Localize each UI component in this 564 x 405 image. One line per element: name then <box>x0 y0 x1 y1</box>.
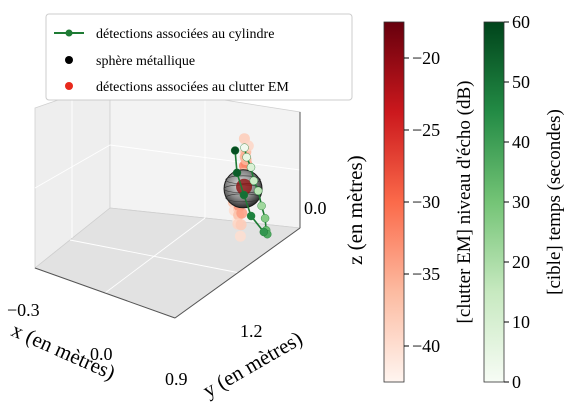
x-tick-label-2: 0.0 <box>90 344 113 364</box>
colorbar-time-gradient <box>483 21 505 383</box>
y-axis-line <box>174 227 301 319</box>
colorbar-time-tick-label-5: 10 <box>512 312 530 332</box>
colorbar-time-tick-label-2: 40 <box>512 132 530 152</box>
cylinder-point-13 <box>230 146 240 155</box>
legend-label-cylinder: détections associées au cylindre <box>96 27 274 42</box>
colorbar-clutter-tick-label-3: −35 <box>412 264 440 284</box>
colorbar-clutter-tick-label-4: −40 <box>412 336 440 356</box>
grid-lines <box>34 95 301 294</box>
z-axis-label: z (en mètres) <box>343 155 367 265</box>
cylinder-point-3 <box>249 176 259 186</box>
cylinder-point-5 <box>257 201 266 211</box>
colorbar-clutter: −20 −25 −30 −35 −40 [clutter EM] niveau d'éc… <box>383 21 475 383</box>
legend-cylinder-marker <box>65 29 73 37</box>
clutter-point-28 <box>234 230 246 242</box>
colorbar-clutter-tick-label-2: −30 <box>412 192 440 212</box>
cylinder-point-11 <box>239 190 249 200</box>
legend-label-clutter: détections associées au clutter EM <box>96 80 289 95</box>
cylinder-point-1 <box>242 152 251 162</box>
colorbar-time-tick-label-4: 20 <box>512 252 530 272</box>
colorbar-time-tick-label-3: 30 <box>512 192 530 212</box>
colorbar-time-tick-label-0: 60 <box>512 12 530 32</box>
colorbar-clutter-tick-label-0: −20 <box>412 48 440 68</box>
cylinder-point-10 <box>246 211 256 221</box>
colorbar-time-tick-label-6: 0 <box>512 372 521 392</box>
colorbar-time: 60 50 40 30 20 10 0 [cible] temps (secondes) <box>483 12 564 392</box>
colorbar-clutter-tick-label-1: −25 <box>412 120 440 140</box>
colorbar-clutter-label: [clutter EM] niveau d'écho (dB) <box>454 81 475 324</box>
legend: détections associées au cylindre sphère … <box>45 13 353 101</box>
colorbar-time-tick-label-1: 50 <box>512 72 530 92</box>
cylinder-point-9 <box>259 227 268 237</box>
x-tick-label-1: −0.3 <box>7 300 40 320</box>
cylinder-point-12 <box>232 168 242 178</box>
cylinder-point-6 <box>260 214 270 223</box>
y-tick-label-1: 1.2 <box>240 321 263 341</box>
legend-box <box>45 13 353 101</box>
cylinder-point-0 <box>240 143 249 152</box>
clutter-point-26 <box>236 207 248 219</box>
cylinder-series <box>230 143 272 239</box>
legend-clutter-marker <box>65 82 73 90</box>
y-tick-label-2: 0.9 <box>165 369 188 389</box>
colorbar-time-label: [cible] temps (secondes) <box>544 109 564 295</box>
z-tick-label-1: 0.0 <box>304 198 327 218</box>
cylinder-point-4 <box>254 186 263 196</box>
legend-label-sphere: sphère métallique <box>96 54 195 69</box>
x-axis-line <box>34 267 176 319</box>
colorbar-clutter-gradient <box>383 21 405 383</box>
cylinder-point-2 <box>246 163 256 172</box>
clutter-point-27 <box>235 219 247 231</box>
legend-sphere-marker <box>65 56 73 64</box>
